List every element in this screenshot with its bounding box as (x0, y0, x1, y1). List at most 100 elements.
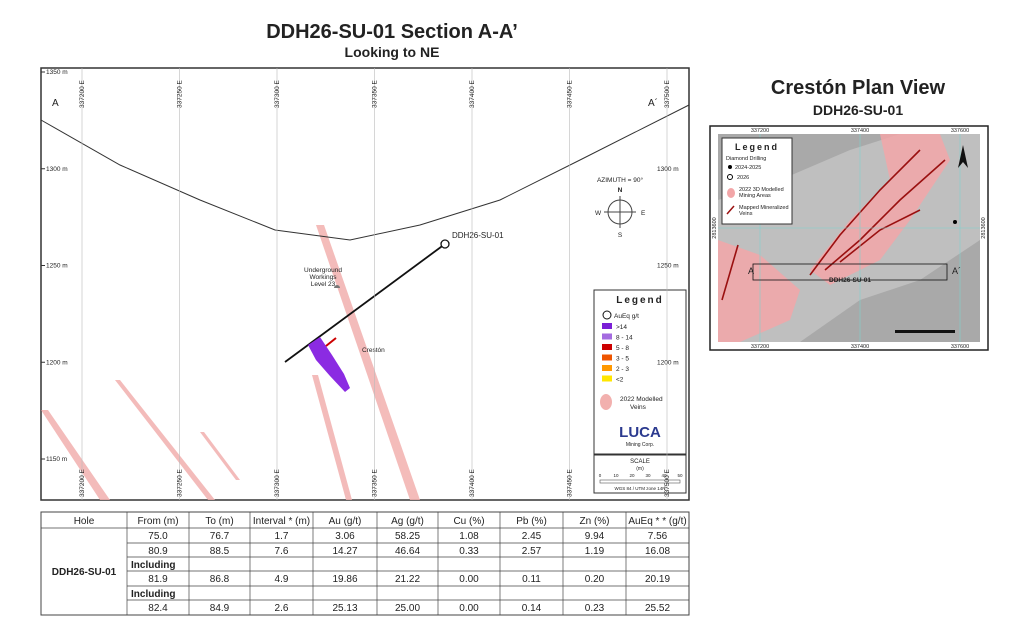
section-box (752, 263, 948, 281)
data-cell: 46.64 (395, 546, 420, 557)
grade-label: <2 (616, 377, 624, 384)
compass-w: W (595, 210, 602, 217)
legend-areas: Mining Areas (739, 193, 771, 199)
legend-veins: Mapped Mineralized (739, 205, 789, 211)
header-cell: Pb (%) (516, 516, 547, 527)
interval-mid-grade (325, 337, 337, 347)
section-title: DDH26-SU-01 Section A-A’ (266, 21, 518, 43)
elevation-label: 1350 m (46, 69, 68, 76)
vein-name: Crestón (362, 347, 385, 354)
vein (316, 225, 420, 500)
easting-label: 337300 E (274, 469, 281, 497)
easting-label: 337500 E (664, 469, 671, 497)
easting-label: 337450 E (567, 469, 574, 497)
header-cell: Interval * (m) (253, 516, 310, 527)
scale-box (593, 454, 687, 494)
grade-label: 5 - 8 (616, 345, 629, 352)
easting-label: 337450 E (567, 80, 574, 108)
easting-label: 337400 E (469, 469, 476, 497)
vein (41, 410, 110, 500)
data-cell: 21.22 (395, 574, 420, 585)
plan-northing: 2813600 (981, 217, 987, 238)
legend-box (721, 137, 793, 225)
legend-circle (727, 174, 733, 180)
plan-collar (953, 220, 957, 224)
collar (440, 239, 450, 249)
section-view: DDH26-SU-01 Underground Workings Level 2… (40, 67, 690, 501)
grade-swatch (602, 365, 612, 371)
data-cell: 75.0 (148, 531, 168, 542)
easting-label: 337350 E (372, 469, 379, 497)
plan-legend: Legend Diamond Drilling 2024-2025 2026 2… (721, 137, 793, 225)
grade-swatch (602, 375, 612, 382)
easting-label: 337400 E (469, 80, 476, 108)
drill-hole (284, 243, 446, 363)
elevation-label: 1250 m (657, 263, 679, 270)
including-cell: Including (131, 560, 175, 571)
data-cell: 0.00 (459, 574, 479, 585)
scale-crs: WGS 84 / UTM zone 14N (614, 486, 665, 491)
section-subtitle: Looking to NE (345, 44, 440, 60)
scale-rule (599, 479, 681, 484)
easting-label: 337200 E (79, 80, 86, 108)
data-cell: 2.45 (522, 531, 542, 542)
veins (41, 225, 420, 500)
header-cell: Ag (g/t) (391, 516, 424, 527)
data-cell: 3.06 (335, 531, 355, 542)
compass-s: S (618, 232, 623, 239)
scale-tick: 30 (645, 473, 651, 478)
plan-easting: 337400 (851, 344, 869, 350)
north-arrow (958, 145, 968, 168)
vein (200, 432, 240, 480)
data-cell: 58.25 (395, 531, 420, 542)
vein (839, 209, 921, 263)
data-cell: 82.4 (148, 603, 168, 614)
plan-easting: 337600 (951, 344, 969, 350)
data-cell: 16.08 (645, 546, 670, 557)
grade-label: 2 - 3 (616, 366, 629, 373)
table-frame (40, 511, 690, 616)
data-cell: 19.86 (332, 574, 357, 585)
plan-scale (895, 330, 955, 333)
easting-label: 337500 E (664, 80, 671, 108)
legend-collar (602, 310, 612, 320)
vein (721, 244, 739, 301)
header-cell: From (m) (137, 516, 178, 527)
scale-tick: 10 (613, 473, 619, 478)
logo-sub: Mining Corp. (626, 442, 654, 448)
legend-veins: 2022 Modelled (620, 396, 663, 403)
end-label: A´ (648, 97, 658, 109)
plan-subtitle: DDH26-SU-01 (813, 102, 903, 118)
grade-swatch (602, 323, 612, 329)
plan-easting: 337400 (851, 128, 869, 134)
topography (40, 104, 690, 241)
data-cell: 0.00 (459, 603, 479, 614)
easting-label: 337250 E (177, 469, 184, 497)
easting-label: 337250 E (177, 80, 184, 108)
data-cell: 9.94 (585, 531, 605, 542)
data-cell: 4.9 (275, 574, 289, 585)
plan-easting: 337200 (751, 344, 769, 350)
data-cell: 1.19 (585, 546, 605, 557)
header-cell: Au (g/t) (329, 516, 362, 527)
plan-view: A A´ DDH26-SU-01 Legend Diamond Drilling… (709, 125, 989, 351)
legend-vein (726, 205, 735, 215)
legend-dot (728, 165, 732, 169)
elevation-label: 1150 m (46, 456, 67, 463)
easting-label: 337200 E (79, 469, 86, 497)
data-cell: 81.9 (148, 574, 168, 585)
data-cell: 0.14 (522, 603, 542, 614)
easting-label: 337300 E (274, 80, 281, 108)
grade-swatch (602, 344, 612, 350)
scale-tick: 0 (599, 473, 602, 478)
azimuth: AZIMUTH = 90° (597, 176, 644, 184)
section-legend: Legend AuEq g/t 2022 Modelled Veins LUCA… (593, 289, 687, 455)
data-cell: 80.9 (148, 546, 168, 557)
mining-area (718, 240, 800, 342)
data-cell: 7.6 (275, 546, 289, 557)
scale-tick: 20 (629, 473, 635, 478)
compass: AZIMUTH = 90° N E S W (595, 176, 646, 239)
data-cell: 0.33 (459, 546, 479, 557)
vein (312, 375, 352, 500)
